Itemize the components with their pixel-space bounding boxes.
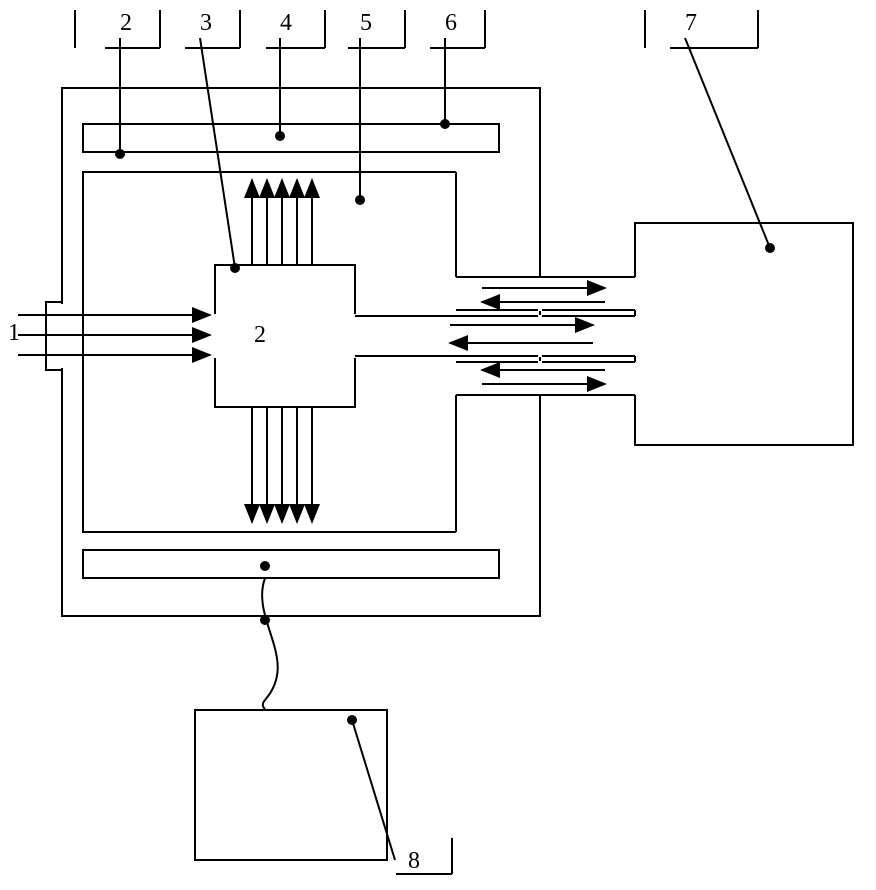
top-layer [83, 124, 499, 152]
leader-dot-ref6 [441, 120, 449, 128]
label-ref7: 7 [685, 10, 697, 36]
right-box [635, 223, 853, 445]
label-ref8: 8 [408, 848, 420, 874]
leader-dot-ref7 [766, 244, 774, 252]
label-ref3: 3 [200, 10, 212, 36]
label-ref1: 1 [8, 320, 20, 346]
leader-dot-ref8_mid [261, 616, 269, 624]
leader-line-ref8 [352, 720, 395, 860]
leader-dot-ref4 [276, 132, 284, 140]
leader-dot-ref2 [116, 150, 124, 158]
bottom-box [195, 710, 387, 860]
label-ref5: 5 [360, 10, 372, 36]
leader-dot-bottom_dot [261, 562, 269, 570]
label-ref6: 6 [445, 10, 457, 36]
label-center: 2 [254, 322, 266, 348]
label-ref4: 4 [280, 10, 292, 36]
leader-dot-ref5 [356, 196, 364, 204]
wire [262, 578, 278, 710]
inner-chamber [83, 172, 456, 532]
leader-dot-ref3 [231, 264, 239, 272]
bottom-layer [83, 550, 499, 578]
leader-dot-ref8_bottom [348, 716, 356, 724]
label-ref2: 2 [120, 10, 132, 36]
leader-line-ref7 [685, 38, 770, 248]
outer-shell [62, 88, 540, 616]
schematic-diagram: 1 2 3 4 5 6 7 8 2 [0, 0, 876, 890]
center-box-bottom [215, 358, 355, 407]
